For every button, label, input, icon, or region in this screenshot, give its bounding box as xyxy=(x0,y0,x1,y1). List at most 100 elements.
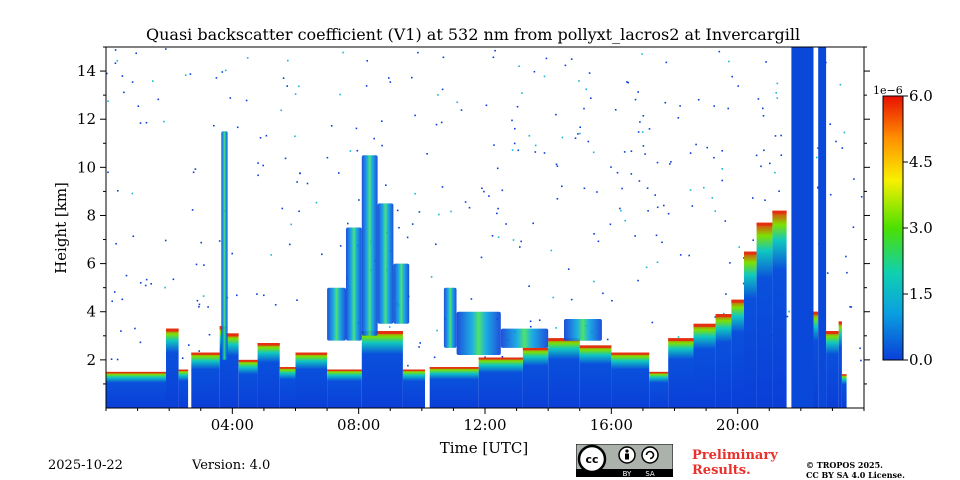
layer-top-edge xyxy=(295,352,328,355)
noise-dot xyxy=(208,333,211,336)
layer-fill xyxy=(106,371,166,408)
layer-top-edge xyxy=(429,367,479,369)
noise-dot xyxy=(839,83,842,86)
noise-dot xyxy=(663,204,665,207)
noise-dot xyxy=(411,76,413,79)
noise-dot xyxy=(150,283,152,285)
layer-fill xyxy=(772,210,787,408)
noise-dot xyxy=(188,344,190,346)
layer-fill xyxy=(478,357,523,408)
noise-dot xyxy=(256,293,258,295)
cc-icon xyxy=(577,444,607,474)
noise-dot xyxy=(107,171,109,174)
layer-top-edge xyxy=(178,369,189,371)
noise-dot xyxy=(642,115,645,117)
noise-dot xyxy=(538,319,541,321)
noise-dot xyxy=(532,222,534,225)
noise-dot xyxy=(468,206,471,209)
noise-dot xyxy=(550,249,553,252)
noise-dot xyxy=(157,98,160,101)
boundary-layer-segment xyxy=(166,328,179,408)
layer-top-edge xyxy=(226,333,239,337)
noise-dot xyxy=(418,346,420,348)
noise-dot xyxy=(406,236,409,239)
noise-dot xyxy=(496,212,498,215)
layer-fill xyxy=(731,299,744,408)
noise-dot xyxy=(738,246,740,248)
layer-fill xyxy=(226,333,239,408)
noise-dot xyxy=(561,185,563,188)
noise-dot xyxy=(725,293,727,295)
noise-dot xyxy=(752,239,754,241)
noise-dot xyxy=(762,107,764,110)
noise-dot xyxy=(623,151,626,153)
noise-dot xyxy=(634,98,637,101)
noise-dot xyxy=(165,48,167,50)
layer-top-edge xyxy=(668,338,694,341)
boundary-layer-segment xyxy=(429,367,479,408)
layer-fill xyxy=(818,47,827,408)
boundary-layer-segment xyxy=(715,314,732,408)
noise-dot xyxy=(752,197,754,199)
layer-top-edge xyxy=(478,357,523,360)
layer-top-edge xyxy=(649,371,669,374)
layer-top-edge xyxy=(611,352,650,355)
noise-dot xyxy=(679,254,682,256)
noise-dot xyxy=(757,98,760,100)
noise-dot xyxy=(290,223,292,226)
noise-dot xyxy=(611,299,613,302)
aerosol-feature xyxy=(456,311,501,355)
noise-dot xyxy=(585,88,587,91)
noise-dot xyxy=(298,210,300,213)
colorbar-gradient xyxy=(882,95,904,361)
noise-dot xyxy=(610,166,612,168)
boundary-layer-segment xyxy=(238,359,258,408)
layer-fill xyxy=(841,374,847,408)
noise-dot xyxy=(714,210,716,212)
noise-dot xyxy=(339,93,341,96)
noise-dot xyxy=(299,172,301,175)
noise-dot xyxy=(347,222,349,225)
noise-dot xyxy=(627,81,629,84)
layer-top-edge xyxy=(838,321,842,325)
noise-dot xyxy=(677,336,680,338)
preliminary-line1: Preliminary xyxy=(692,448,778,463)
noise-dot xyxy=(191,209,194,211)
noise-dot xyxy=(654,194,656,196)
layer-fill xyxy=(219,326,226,408)
noise-dot xyxy=(435,243,437,246)
noise-dot xyxy=(688,254,690,257)
noise-dot xyxy=(435,123,438,126)
noise-dot xyxy=(298,85,300,88)
noise-dot xyxy=(501,356,504,358)
noise-dot xyxy=(729,262,731,264)
noise-dot xyxy=(543,152,546,154)
noise-dot xyxy=(491,235,494,237)
noise-dot xyxy=(679,105,681,107)
noise-dot xyxy=(417,51,419,54)
noise-dot xyxy=(545,57,548,60)
boundary-layer-segment xyxy=(693,323,716,408)
noise-dot xyxy=(441,186,444,188)
noise-dot xyxy=(637,131,640,133)
noise-dot xyxy=(762,115,765,117)
x-tick-label: 20:00 xyxy=(716,416,759,434)
y-tick-label: 10 xyxy=(77,158,96,176)
noise-dot xyxy=(516,105,519,108)
noise-dot xyxy=(570,298,573,301)
noise-dot xyxy=(644,153,646,155)
noise-dot xyxy=(296,181,298,183)
noise-dot xyxy=(213,124,215,127)
layer-fill xyxy=(257,343,280,408)
noise-dot xyxy=(555,113,557,116)
layer-top-edge xyxy=(166,328,179,332)
noise-dot xyxy=(567,268,570,270)
noise-dot xyxy=(121,75,124,77)
noise-dot xyxy=(534,151,537,153)
noise-dot xyxy=(481,187,483,190)
noise-dot xyxy=(514,127,516,130)
noise-dot xyxy=(215,77,218,79)
layer-top-edge xyxy=(826,331,839,334)
noise-dot xyxy=(853,178,855,180)
